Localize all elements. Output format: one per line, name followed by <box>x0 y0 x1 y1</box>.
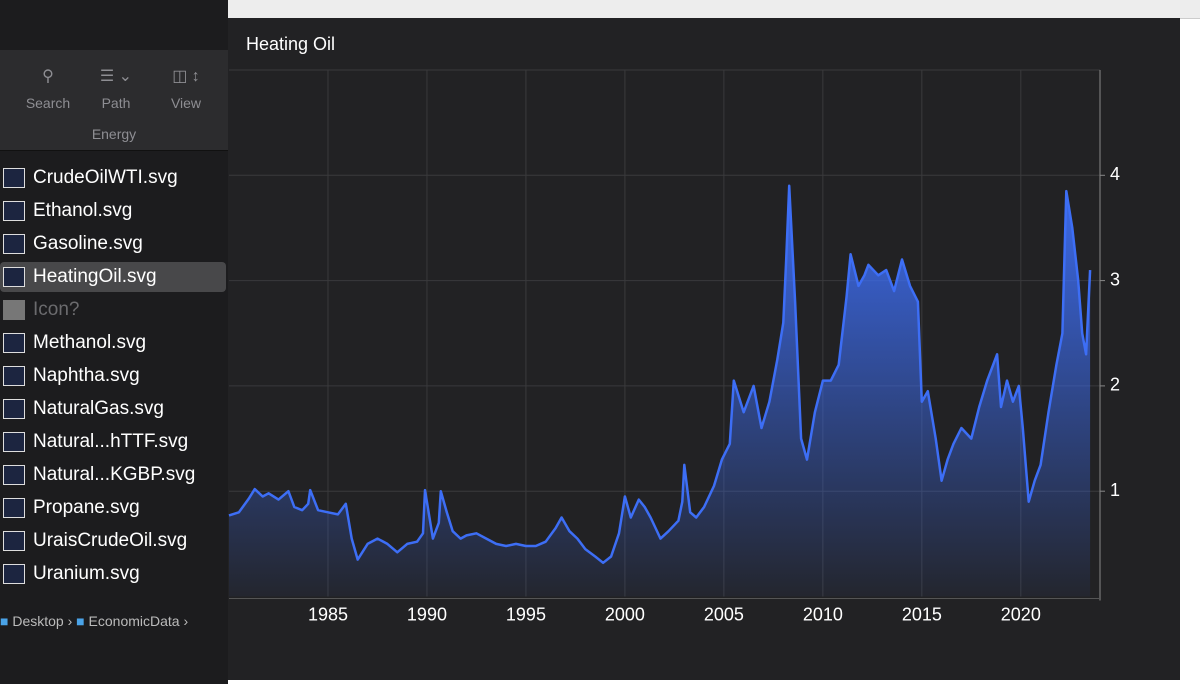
file-row[interactable]: Icon? <box>0 295 226 325</box>
y-tick-label: 4 <box>1110 164 1120 184</box>
file-icon <box>3 432 25 452</box>
file-icon <box>3 267 25 287</box>
path-bar: ■ Desktop › ■ EconomicData › <box>0 613 189 629</box>
file-row[interactable]: Propane.svg <box>0 493 226 523</box>
file-name[interactable]: NaturalGas.svg <box>33 398 164 419</box>
file-row[interactable]: Gasoline.svg <box>0 229 226 259</box>
file-icon <box>3 333 25 353</box>
toolbar-label[interactable]: View <box>170 95 202 111</box>
search-icon[interactable]: ⚲ <box>42 68 54 85</box>
view-icon[interactable]: ◫ ↕ <box>172 68 200 85</box>
area <box>229 185 1091 597</box>
folder-icon: ■ <box>0 613 9 629</box>
path-icon[interactable]: ☰ ⌄ <box>99 68 133 85</box>
folder-title: Energy <box>91 126 137 142</box>
file-row[interactable]: NaturalGas.svg <box>0 394 226 424</box>
file-name[interactable]: Natural...KGBP.svg <box>33 464 196 485</box>
x-tick-label: 1990 <box>407 604 447 624</box>
file-row[interactable]: Ethanol.svg <box>0 196 226 226</box>
x-tick-label: 2020 <box>1001 604 1041 624</box>
file-icon <box>3 201 25 221</box>
x-tick-label: 2005 <box>704 604 744 624</box>
file-row[interactable]: Methanol.svg <box>0 328 226 358</box>
file-icon <box>3 531 25 551</box>
folder-icon: ■ <box>76 613 85 629</box>
y-tick-label: 2 <box>1110 375 1120 395</box>
x-tick-label: 2010 <box>803 604 843 624</box>
x-tick-label: 1995 <box>506 604 546 624</box>
file-row[interactable]: Uranium.svg <box>0 559 226 589</box>
x-tick-label: 1985 <box>308 604 348 624</box>
x-tick-label: 2000 <box>605 604 645 624</box>
file-name[interactable]: Natural...hTTF.svg <box>33 431 189 452</box>
file-name[interactable]: UraisCrudeOil.svg <box>33 530 188 551</box>
file-icon <box>3 465 25 485</box>
toolbar-label[interactable]: Search <box>25 95 71 111</box>
y-tick-label: 1 <box>1110 480 1120 500</box>
file-name[interactable]: Ethanol.svg <box>33 200 133 221</box>
chart-title: Heating Oil <box>246 34 335 54</box>
file-row[interactable]: Natural...hTTF.svg <box>0 427 226 457</box>
file-name[interactable]: Propane.svg <box>33 497 140 518</box>
file-name[interactable]: Uranium.svg <box>33 563 140 584</box>
file-row[interactable]: UraisCrudeOil.svg <box>0 526 226 556</box>
file-row[interactable]: Naphtha.svg <box>0 361 226 391</box>
file-icon <box>3 234 25 254</box>
line <box>228 184 1092 565</box>
x-tick-label: 2015 <box>902 604 942 624</box>
y-tick-label: 3 <box>1110 269 1120 289</box>
file-name[interactable]: Naphtha.svg <box>33 365 140 386</box>
file-icon <box>3 366 25 386</box>
file-icon <box>3 399 25 419</box>
crumb[interactable]: EconomicData <box>88 613 180 629</box>
file-row[interactable]: HeatingOil.svg <box>0 262 226 292</box>
file-name[interactable]: Methanol.svg <box>33 332 147 353</box>
file-icon <box>3 168 25 188</box>
finder-sidebar: ⚲ ☰ ⌄ ◫ ↕ Search Path View Energy CrudeO… <box>0 0 228 684</box>
file-row[interactable]: CrudeOilWTI.svg <box>0 163 226 193</box>
file-icon <box>3 564 25 584</box>
file-name[interactable]: Gasoline.svg <box>33 233 143 254</box>
browser-toolbar <box>228 0 1200 19</box>
file-icon <box>3 300 25 320</box>
file-name[interactable]: Icon? <box>33 299 80 320</box>
file-name[interactable]: CrudeOilWTI.svg <box>33 167 178 188</box>
toolbar: ⚲ ☰ ⌄ ◫ ↕ Search Path View Energy <box>0 50 228 151</box>
toolbar-label[interactable]: Path <box>101 95 131 111</box>
file-row[interactable]: Natural...KGBP.svg <box>0 460 226 490</box>
file-name[interactable]: HeatingOil.svg <box>33 266 157 287</box>
chart: Heating Oil 1985 1990 1995 2000 2005 2010 2015… <box>228 18 1180 680</box>
crumb[interactable]: Desktop <box>12 613 64 629</box>
file-icon <box>3 498 25 518</box>
